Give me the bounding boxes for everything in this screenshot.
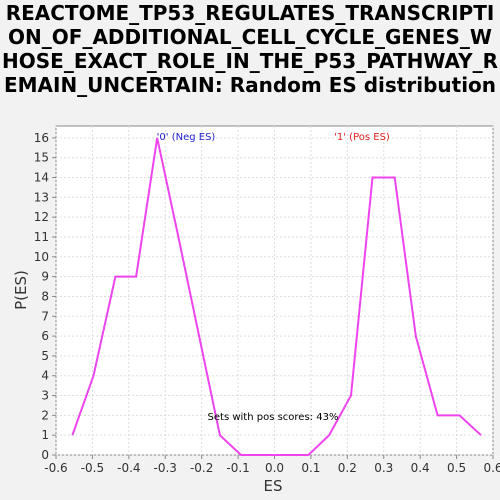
y-tick-label: 5 [41, 349, 49, 363]
y-tick-label: 9 [41, 270, 49, 284]
grid [55, 126, 494, 456]
series-line [71, 137, 482, 456]
y-tick-label: 14 [34, 171, 49, 185]
y-tick-label: 0 [41, 448, 49, 462]
pos-es-label: '1' (Pos ES) [334, 132, 390, 143]
x-tick-label: 0.4 [411, 461, 430, 475]
y-tick-label: 1 [41, 428, 49, 442]
neg-es-label: '0' (Neg ES) [157, 132, 216, 143]
x-tick-label: 0.0 [265, 461, 284, 475]
chart-title: REACTOME_TP53_REGULATES_TRANSCRIPTION_OF… [2, 1, 498, 97]
x-tick-label: -0.1 [226, 461, 249, 475]
y-tick-label: 8 [41, 289, 49, 303]
y-tick-label: 3 [41, 389, 49, 403]
pos-scores-label: Sets with pos scores: 43% [208, 412, 339, 423]
x-tick-label: 0.1 [301, 461, 320, 475]
x-tick-label: 0.3 [374, 461, 393, 475]
y-tick-label: 2 [41, 408, 49, 422]
x-tick-label: -0.5 [81, 461, 104, 475]
x-tick-label: 0.6 [483, 461, 500, 475]
x-tick-label: -0.2 [190, 461, 213, 475]
x-tick-label: -0.6 [44, 461, 67, 475]
x-axis-label: ES [264, 477, 283, 495]
y-tick-label: 16 [34, 131, 49, 145]
x-axis: -0.6 -0.5 -0.4 -0.3 -0.2 -0.1 0.0 0.1 0.2 0.3 0.4 0… [44, 455, 500, 475]
y-tick-label: 15 [34, 151, 49, 165]
x-tick-label: -0.3 [154, 461, 177, 475]
y-tick-label: 6 [41, 329, 49, 343]
x-tick-label: 0.2 [338, 461, 357, 475]
y-tick-label: 12 [34, 210, 49, 224]
x-tick-label: -0.4 [117, 461, 140, 475]
y-tick-label: 4 [41, 369, 49, 383]
y-tick-label: 13 [34, 190, 49, 204]
y-axis-label: P(ES) [12, 270, 30, 310]
x-tick-label: 0.5 [447, 461, 466, 475]
y-tick-label: 11 [34, 230, 49, 244]
y-tick-label: 10 [34, 250, 49, 264]
y-tick-label: 7 [41, 309, 49, 323]
